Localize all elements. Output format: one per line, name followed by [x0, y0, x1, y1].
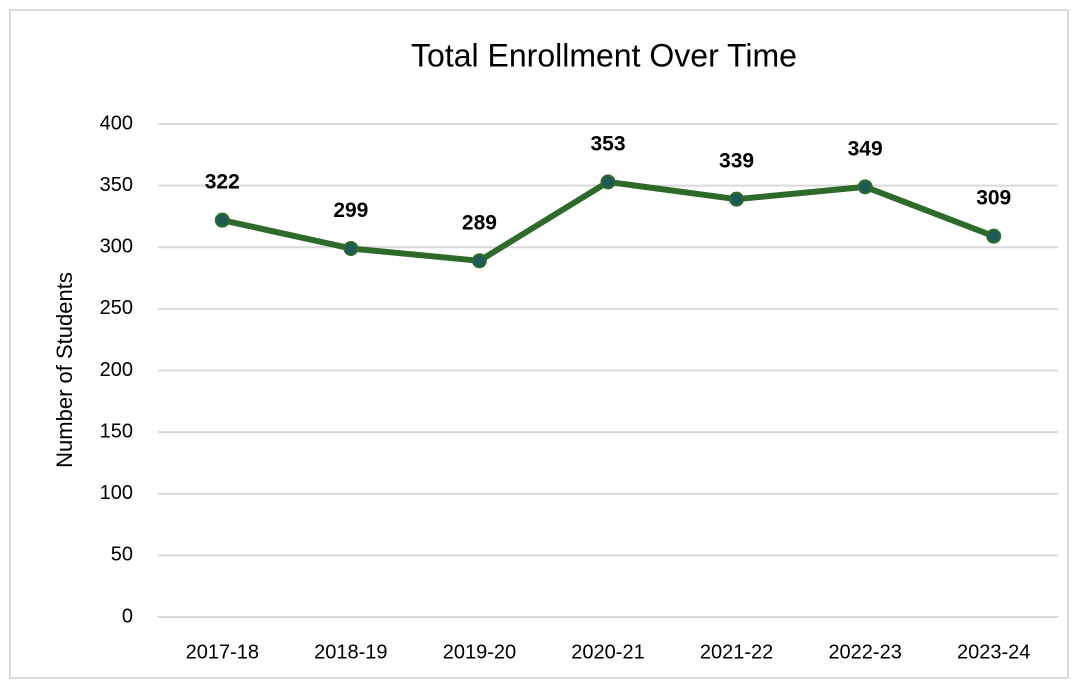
x-tick-label: 2020-21: [571, 641, 644, 663]
y-tick-label: 200: [100, 359, 133, 381]
marker: [343, 240, 359, 256]
y-tick-label: 350: [100, 174, 133, 196]
y-axis-label: Number of Students: [52, 272, 77, 468]
x-tick-label: 2018-19: [314, 641, 387, 663]
x-tick-label: 2019-20: [443, 641, 516, 663]
marker: [857, 179, 873, 195]
data-label: 289: [462, 211, 497, 234]
data-label: 339: [719, 150, 754, 173]
data-label: 299: [333, 199, 368, 222]
data-label: 349: [848, 137, 883, 160]
y-tick-label: 100: [100, 482, 133, 504]
marker: [214, 212, 230, 228]
y-tick-label: 300: [100, 236, 133, 258]
x-tick-label: 2021-22: [700, 641, 773, 663]
chart-title: Total Enrollment Over Time: [411, 37, 797, 73]
data-label: 353: [590, 132, 625, 155]
x-tick-label: 2022-23: [828, 641, 901, 663]
x-tick-label: 2023-24: [957, 641, 1030, 663]
marker: [729, 191, 745, 207]
marker: [986, 228, 1002, 244]
y-tick-label: 400: [100, 112, 133, 134]
y-tick-label: 0: [122, 605, 133, 627]
chart-border: [9, 9, 1069, 679]
data-label: 322: [205, 171, 240, 194]
y-tick-label: 250: [100, 297, 133, 319]
data-label: 309: [976, 187, 1011, 210]
y-tick-label: 50: [111, 544, 133, 566]
x-tick-label: 2017-18: [186, 641, 259, 663]
marker: [471, 253, 487, 269]
y-tick-label: 150: [100, 420, 133, 442]
marker: [600, 174, 616, 190]
